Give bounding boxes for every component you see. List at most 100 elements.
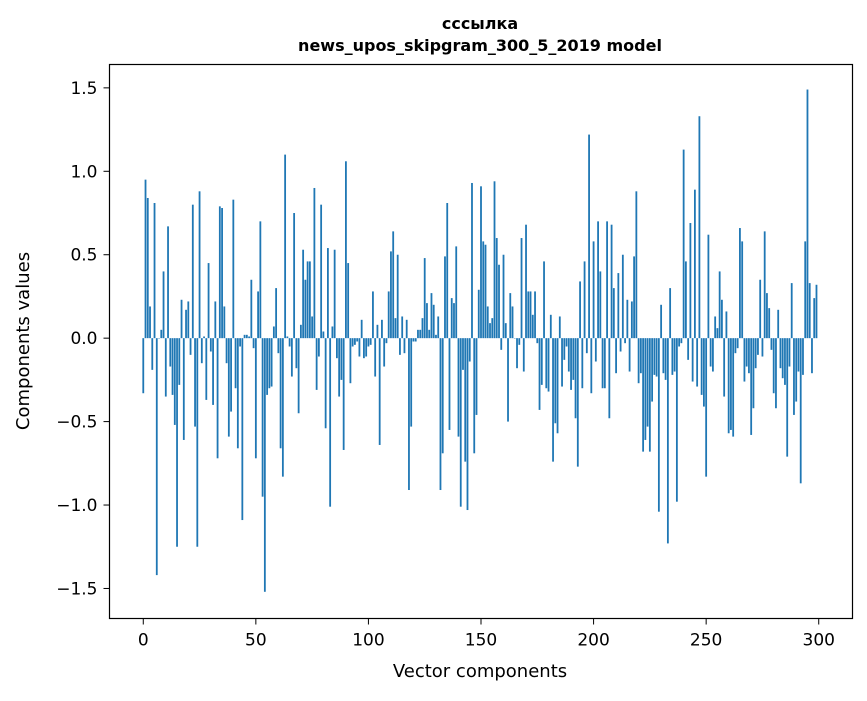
bar-component-67 (293, 213, 295, 338)
bar-component-73 (307, 261, 309, 338)
bar-component-224 (647, 338, 649, 426)
bar-component-253 (712, 338, 714, 371)
bar-component-10 (165, 338, 167, 396)
bar-component-32 (214, 301, 216, 338)
bar-component-235 (671, 338, 673, 375)
bar-component-278 (768, 308, 770, 338)
bar-component-260 (728, 338, 730, 433)
bar-component-142 (462, 338, 464, 370)
bar-component-249 (703, 338, 705, 406)
y-tick-label: −0.5 (56, 413, 97, 433)
bar-component-266 (741, 241, 743, 338)
bar-component-211 (617, 273, 619, 338)
bar-component-193 (577, 338, 579, 466)
bar-component-204 (602, 338, 604, 388)
bar-component-66 (291, 338, 293, 376)
bar-component-208 (611, 225, 613, 338)
bar-component-31 (212, 338, 214, 405)
bar-component-186 (561, 338, 563, 386)
x-axis-label: Vector components (393, 661, 567, 682)
bar-component-29 (208, 263, 210, 338)
bar-component-22 (192, 205, 194, 338)
x-tick-label: 300 (803, 631, 835, 651)
bar-component-55 (266, 338, 268, 395)
bar-component-169 (523, 338, 525, 371)
bar-component-219 (635, 191, 637, 338)
bar-component-68 (295, 338, 297, 368)
bar-component-210 (615, 338, 617, 373)
bar-component-292 (800, 338, 802, 483)
bar-component-81 (325, 338, 327, 428)
bar-component-108 (386, 338, 388, 343)
y-tick-label: −1.5 (56, 579, 97, 599)
bar-component-97 (361, 320, 363, 338)
bar-component-28 (205, 338, 207, 400)
bar-component-226 (651, 338, 653, 401)
bar-component-241 (685, 261, 687, 338)
bar-component-161 (505, 323, 507, 338)
bar-component-192 (575, 338, 577, 418)
bar-component-136 (449, 338, 451, 430)
bar-component-290 (795, 338, 797, 401)
bar-component-145 (469, 338, 471, 361)
bar-component-45 (244, 335, 246, 338)
bar-component-286 (786, 338, 788, 456)
bar-component-230 (660, 305, 662, 338)
bar-component-291 (798, 338, 800, 371)
y-tick-label: 0.5 (70, 246, 97, 266)
bar-component-214 (624, 338, 626, 343)
bar-component-5 (154, 203, 156, 338)
bar-component-299 (816, 285, 818, 338)
bar-component-9 (163, 271, 165, 338)
bar-component-167 (518, 338, 520, 345)
bar-component-231 (662, 338, 664, 373)
bar-component-184 (557, 338, 559, 433)
bar-component-160 (503, 255, 505, 338)
bar-component-96 (359, 338, 361, 356)
bar-component-248 (701, 338, 703, 395)
bar-component-93 (352, 338, 354, 346)
bar-component-285 (784, 338, 786, 385)
bar-component-263 (735, 338, 737, 353)
bar-component-65 (289, 338, 291, 346)
bar-component-277 (766, 293, 768, 338)
x-tick-label: 100 (352, 631, 384, 651)
bar-component-243 (689, 223, 691, 338)
bar-component-233 (667, 338, 669, 543)
x-tick-label: 200 (577, 631, 609, 651)
x-tick-label: 250 (690, 631, 722, 651)
bar-component-62 (282, 338, 284, 477)
bar-component-90 (345, 161, 347, 338)
bar-component-132 (440, 338, 442, 490)
bar-component-238 (678, 338, 680, 346)
bar-component-177 (541, 338, 543, 385)
bar-component-276 (764, 231, 766, 338)
bar-component-175 (536, 338, 538, 343)
bar-component-118 (408, 338, 410, 490)
bar-component-30 (210, 338, 212, 351)
bar-component-141 (460, 338, 462, 507)
bar-component-58 (273, 326, 275, 338)
bar-component-35 (221, 208, 223, 338)
bar-component-128 (431, 293, 433, 338)
bar-component-52 (259, 221, 261, 338)
bar-component-77 (316, 338, 318, 390)
bar-component-11 (167, 226, 169, 338)
bar-component-44 (241, 338, 243, 520)
bar-component-51 (257, 291, 259, 338)
bar-component-49 (253, 338, 255, 348)
bar-component-101 (370, 338, 372, 345)
bar-component-111 (392, 231, 394, 338)
bar-component-113 (397, 255, 399, 338)
x-tick-label: 0 (138, 631, 149, 651)
bar-component-129 (433, 305, 435, 338)
bar-component-104 (377, 325, 379, 338)
bar-component-240 (683, 150, 685, 339)
bar-component-76 (313, 188, 315, 338)
chart-title-line-1: сссылка (442, 14, 518, 33)
bar-component-119 (410, 338, 412, 426)
bar-component-220 (638, 338, 640, 383)
bar-component-234 (669, 288, 671, 338)
bar-component-259 (726, 311, 728, 338)
bar-component-19 (185, 310, 187, 338)
